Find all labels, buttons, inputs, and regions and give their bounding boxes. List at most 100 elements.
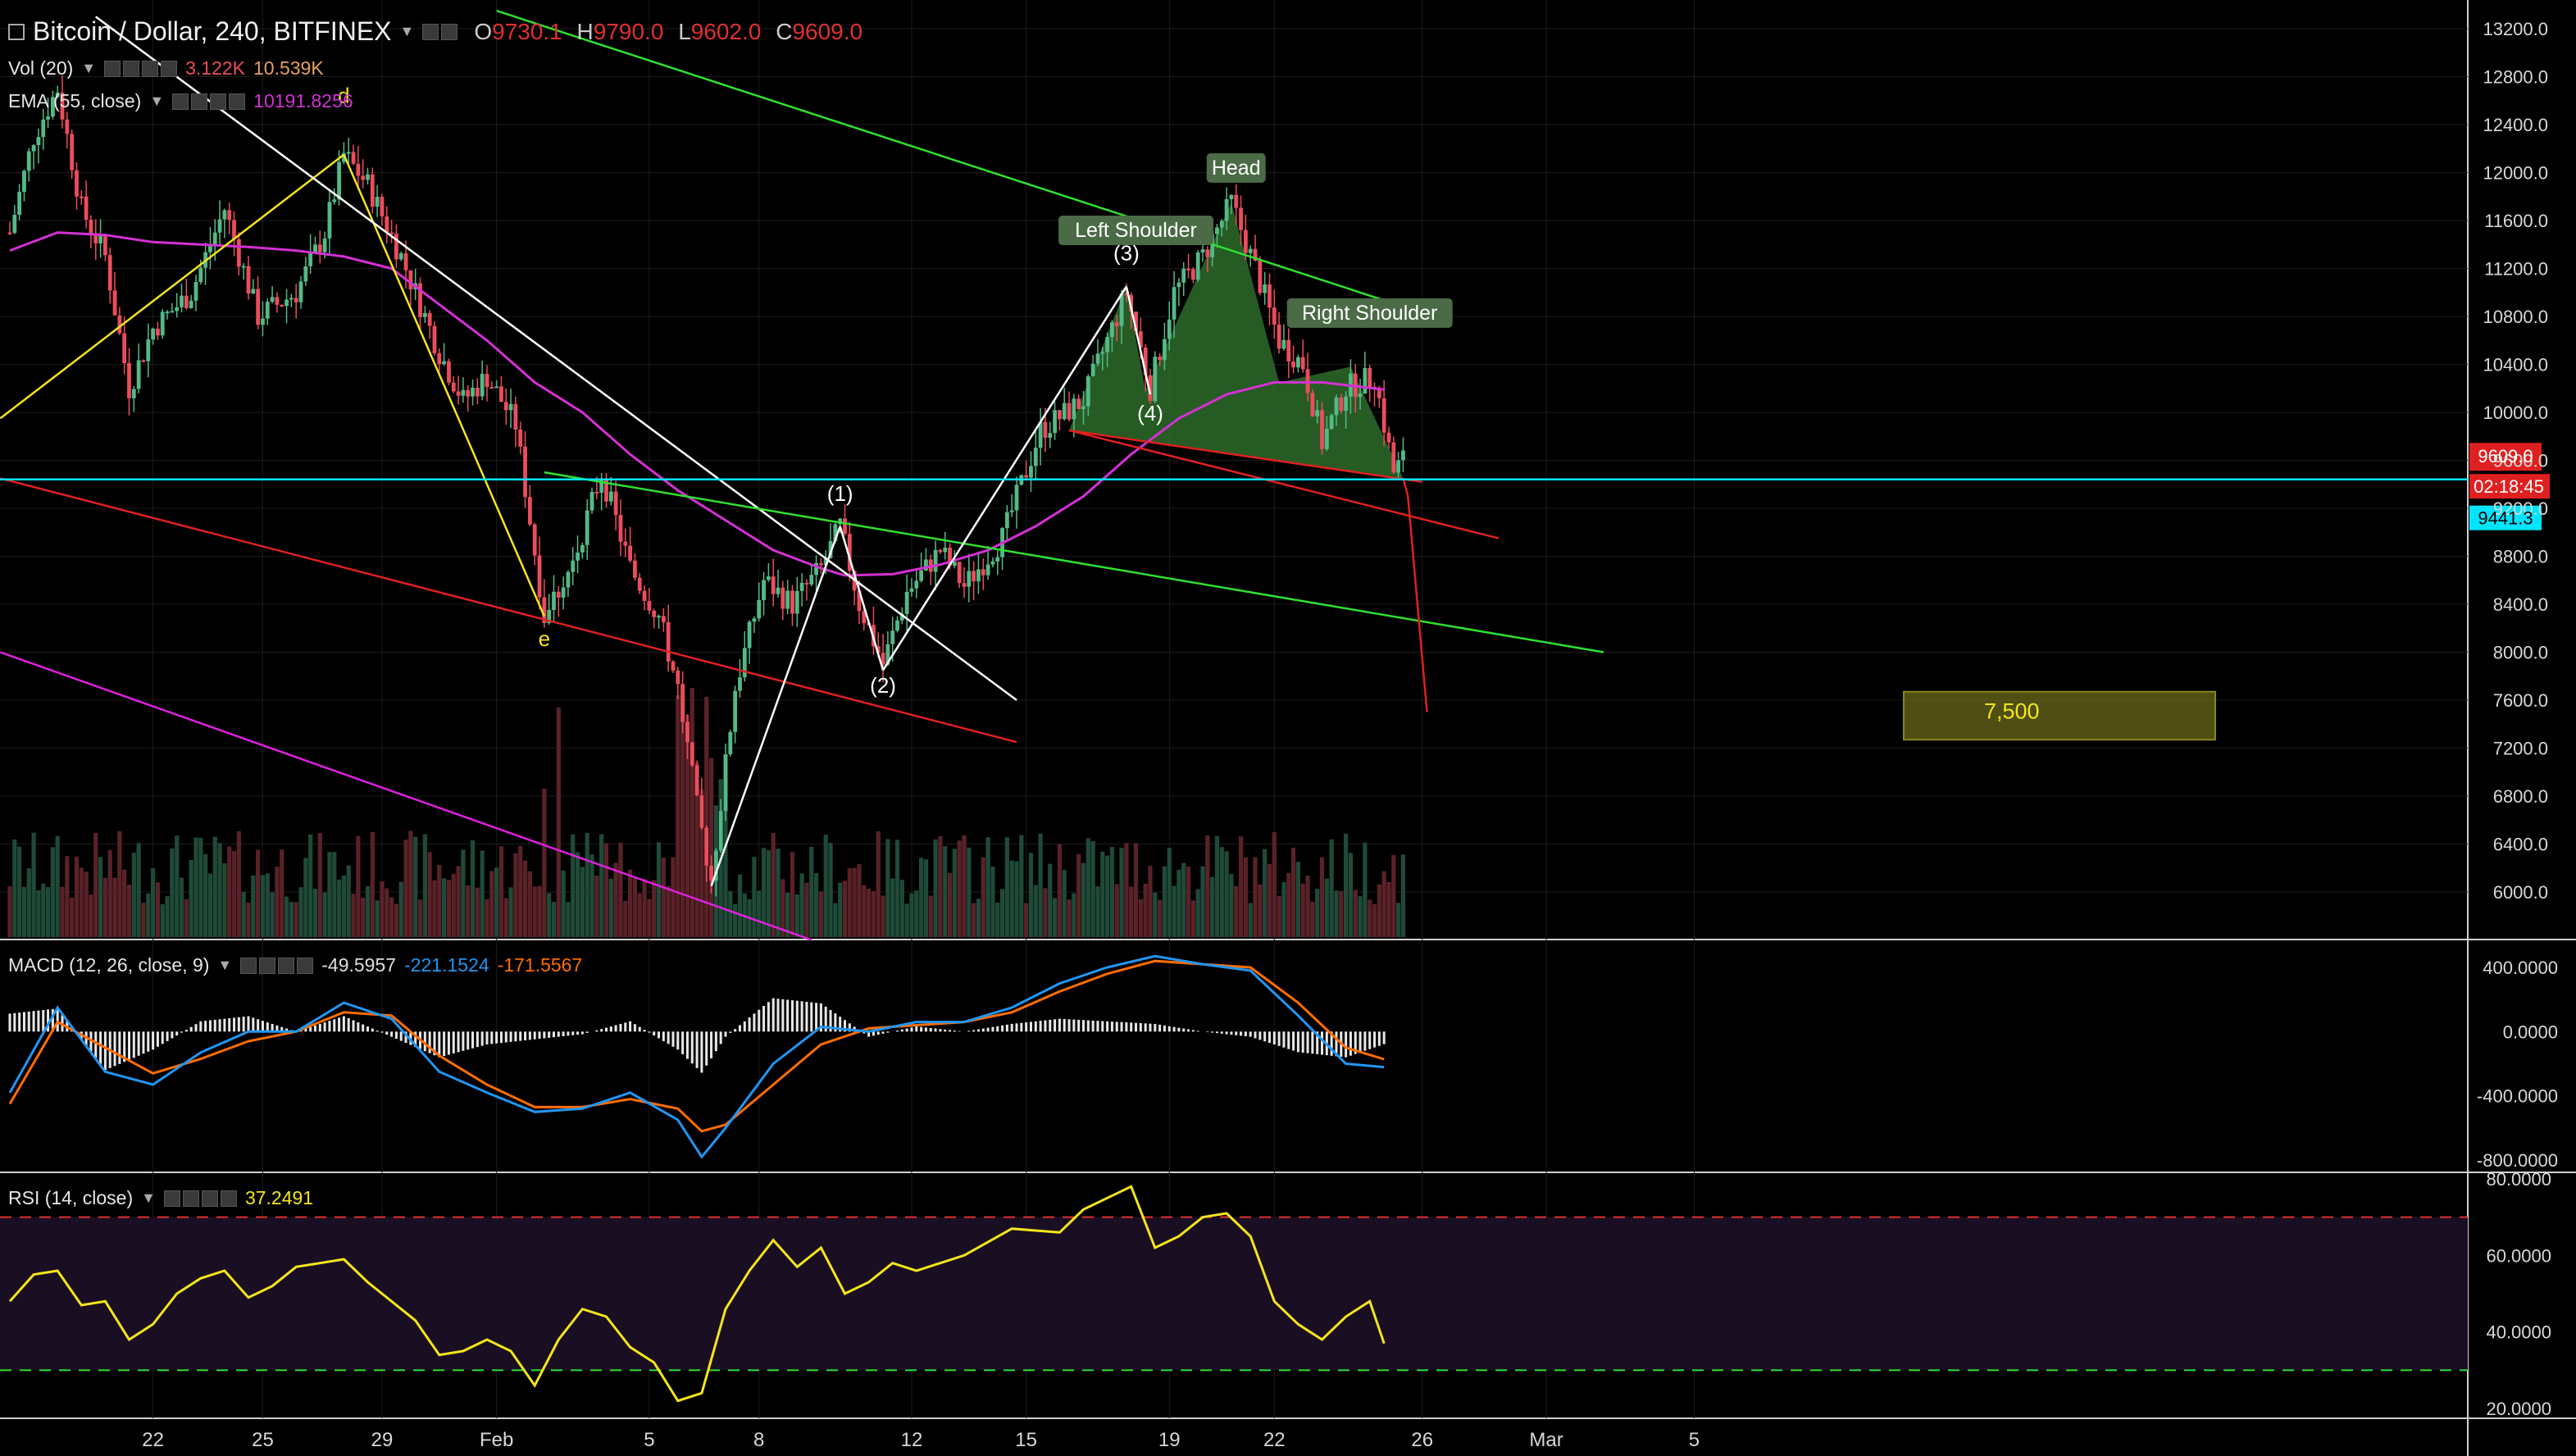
candle: [881, 653, 885, 665]
chevron-down-icon[interactable]: ▼: [81, 60, 97, 76]
candle: [1004, 512, 1009, 529]
volume-bar: [890, 878, 895, 937]
legend-controls[interactable]: [422, 23, 458, 40]
candle: [899, 613, 904, 621]
candle: [270, 297, 275, 303]
ema-label[interactable]: EMA (55, close): [8, 90, 142, 111]
candle: [804, 582, 809, 585]
time-tick-label: 5: [1689, 1429, 1700, 1451]
volume-bar: [341, 875, 346, 937]
volume-bar: [757, 890, 762, 937]
volume-bar: [799, 873, 804, 937]
chevron-down-icon[interactable]: ▼: [141, 1190, 156, 1206]
time-tick-label: 25: [252, 1429, 274, 1451]
wave-2: [839, 526, 885, 671]
wave-1: [710, 526, 841, 887]
signal-value: -171.5567: [497, 954, 583, 976]
candle: [298, 281, 303, 303]
chart-type-icon[interactable]: [8, 23, 25, 40]
candle: [1368, 367, 1372, 387]
volume-bar: [1272, 832, 1277, 937]
candle: [1124, 293, 1129, 296]
green-channel-lower: [544, 471, 1604, 653]
macd-pane[interactable]: [8, 954, 1386, 1159]
candle: [79, 196, 84, 198]
volume-bar: [933, 839, 938, 937]
rsi-controls[interactable]: [163, 1190, 237, 1207]
chevron-down-icon[interactable]: ▼: [149, 93, 165, 109]
volume-bar: [1234, 885, 1239, 937]
candle: [561, 587, 566, 598]
candle: [718, 811, 723, 851]
chevron-down-icon[interactable]: ▼: [399, 23, 415, 39]
volume-bar: [828, 843, 833, 937]
candle: [967, 571, 972, 587]
symbol-title[interactable]: Bitcoin / Dollar, 240, BITFINEX: [33, 16, 392, 46]
trend-line-white: [95, 16, 1017, 702]
candle: [556, 591, 561, 598]
volume-bar: [1057, 844, 1062, 937]
volume-bar: [690, 688, 694, 937]
candle: [828, 541, 833, 558]
rsi-label[interactable]: RSI (14, close): [8, 1187, 134, 1208]
vol-controls[interactable]: [104, 60, 178, 77]
volume-bar: [26, 868, 31, 937]
candle: [361, 175, 366, 180]
volume-bar: [336, 879, 342, 937]
macd-controls[interactable]: [240, 957, 314, 974]
candle: [1310, 393, 1315, 416]
candle: [1229, 194, 1234, 199]
candle: [948, 547, 952, 566]
candle: [608, 491, 613, 502]
candle: [408, 270, 413, 289]
candle: [809, 575, 814, 585]
candle: [762, 580, 766, 600]
candle: [1258, 260, 1263, 293]
candle: [1320, 410, 1324, 449]
candle: [380, 197, 385, 216]
candle: [112, 290, 117, 316]
candle: [1076, 398, 1081, 410]
red-channel-lower: [0, 477, 1017, 744]
volume-bar: [298, 887, 303, 937]
macd-label[interactable]: MACD (12, 26, close, 9): [8, 954, 210, 976]
volume-bar: [1258, 884, 1263, 937]
volume-bar: [280, 849, 284, 937]
volume-bar: [1238, 836, 1244, 937]
vol-label[interactable]: Vol (20): [8, 57, 74, 79]
chevron-down-icon[interactable]: ▼: [217, 957, 233, 973]
ema-controls[interactable]: [172, 93, 246, 110]
volume-bar: [833, 903, 838, 937]
candle: [1396, 460, 1401, 473]
candle: [862, 611, 867, 624]
volume-bar: [1310, 901, 1315, 937]
target-label: 7,500: [1984, 699, 2040, 724]
candle: [699, 795, 704, 828]
volume-bar: [21, 886, 27, 937]
time-tick-label: 29: [371, 1429, 394, 1451]
volume-bar: [241, 891, 246, 937]
candle: [1095, 353, 1100, 364]
volume-bar: [976, 899, 981, 937]
candle: [552, 591, 556, 610]
candle: [1114, 322, 1119, 326]
volume-bar: [776, 849, 781, 937]
price-pane[interactable]: [0, 9, 2468, 941]
head-shoulders-area: [1069, 202, 1404, 479]
volume-bar: [623, 901, 628, 937]
volume-bar: [1400, 854, 1406, 937]
volume-bar: [537, 885, 542, 937]
price-tick-label: 7200.0: [2493, 739, 2548, 759]
candle: [236, 239, 241, 267]
volume-bar: [680, 688, 685, 937]
volume-bar: [1205, 835, 1210, 937]
volume-bar: [885, 839, 890, 937]
volume-bar: [628, 869, 633, 937]
volume-bar: [1277, 896, 1281, 937]
volume-bar: [761, 848, 767, 937]
rsi-pane[interactable]: [0, 1185, 2468, 1403]
price-axis[interactable]: [2469, 443, 2550, 530]
volume-bar: [1263, 849, 1268, 937]
candle: [342, 152, 346, 162]
